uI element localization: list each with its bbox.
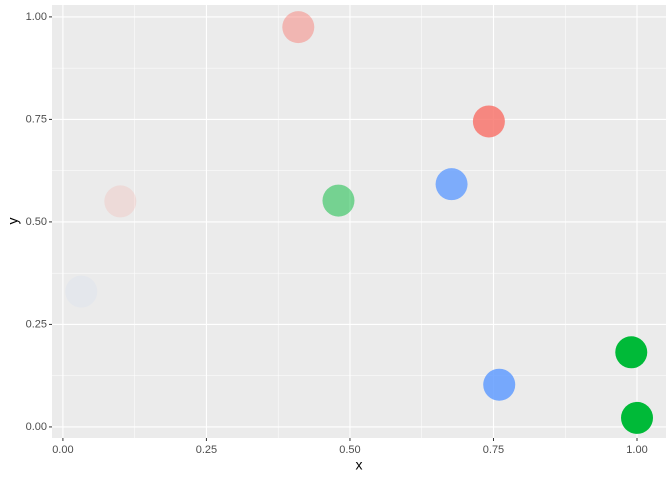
x-tick-label: 0.50 <box>339 444 360 456</box>
point <box>621 401 654 434</box>
x-tick-label: 1.00 <box>626 444 647 456</box>
point <box>483 368 516 401</box>
y-axis-title: y <box>5 218 21 225</box>
point <box>104 185 137 218</box>
x-axis-title: x <box>356 457 363 473</box>
point <box>65 275 98 308</box>
x-tick-label: 0.75 <box>483 444 504 456</box>
point <box>615 336 648 369</box>
y-tick-label: 0.00 <box>26 421 47 433</box>
point <box>282 11 315 44</box>
point <box>322 184 355 217</box>
x-tick-label: 0.00 <box>52 444 73 456</box>
y-tick-label: 0.75 <box>26 113 47 125</box>
point <box>435 168 468 201</box>
x-tick-label: 0.25 <box>196 444 217 456</box>
y-tick-label: 0.50 <box>26 216 47 228</box>
point <box>472 105 505 138</box>
y-tick-label: 0.25 <box>26 318 47 330</box>
y-tick-label: 1.00 <box>26 11 47 23</box>
